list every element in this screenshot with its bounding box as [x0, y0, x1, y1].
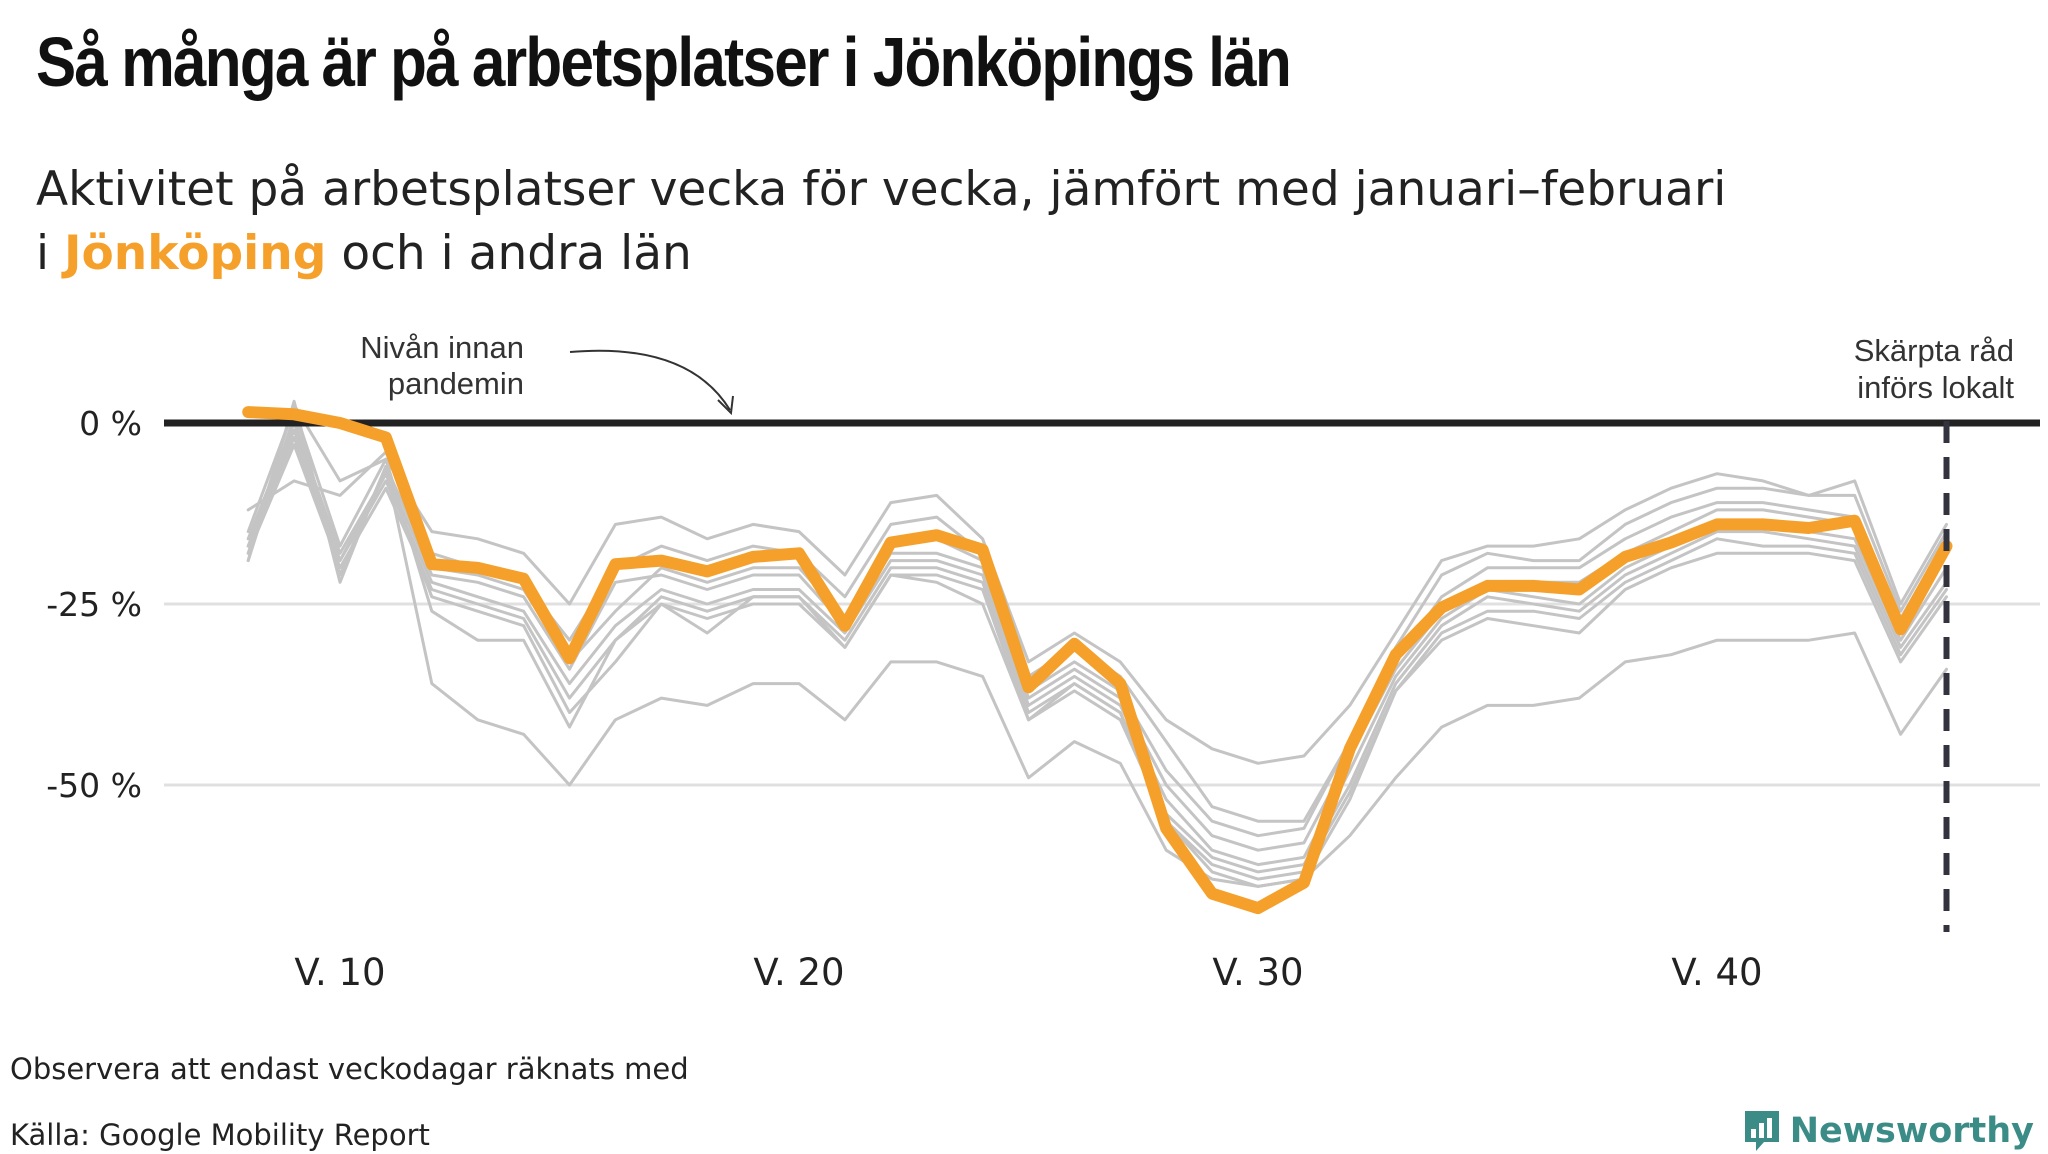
other-county-series [246, 399, 1948, 888]
x-axis-labels: V. 10 V. 20 V. 30 V. 40 [294, 951, 1762, 994]
chart-title: Så många är på arbetsplatser i Jönköping… [36, 23, 1292, 101]
event-annotation-line1: Skärpta råd [1854, 333, 2014, 368]
brand-logo: Newsworthy [1742, 1108, 2034, 1154]
other-series-line [246, 403, 1948, 765]
other-series-line [246, 421, 1948, 852]
x-tick-label: V. 40 [1671, 951, 1762, 994]
other-series-line [246, 399, 1948, 888]
subtitle-highlight: Jönköping [64, 226, 327, 281]
y-tick-label: 0 % [79, 404, 142, 443]
subtitle-prefix: i [36, 226, 64, 281]
highlight-series-group [242, 406, 1953, 915]
brand-name: Newsworthy [1789, 1111, 2034, 1151]
baseline-annotation-line2: pandemin [388, 366, 524, 401]
y-tick-label: -50 % [46, 766, 142, 805]
source-credit: Källa: Google Mobility Report [10, 1118, 430, 1152]
event-annotation: Skärpta råd införs lokalt [1854, 333, 2015, 405]
highlight-series-line [242, 406, 1953, 915]
event-annotation-line2: införs lokalt [1857, 370, 2014, 405]
other-series-line [246, 414, 1948, 838]
other-series-line [246, 428, 1948, 881]
footnote: Observera att endast veckodagar räknats … [10, 1052, 689, 1086]
x-tick-label: V. 30 [1212, 951, 1303, 994]
annotation-arrow-line [569, 349, 731, 411]
subtitle-line1: Aktivitet på arbetsplatser vecka för vec… [36, 162, 1727, 217]
other-series-line [246, 436, 1948, 867]
other-series-line [246, 450, 1948, 823]
x-tick-label: V. 20 [753, 951, 844, 994]
y-axis-labels: 0 % -25 % -50 % [46, 404, 142, 805]
annotation-arrow-head [717, 395, 734, 416]
subtitle-suffix: och i andra län [326, 226, 692, 281]
baseline-annotation-line1: Nivån innan [360, 330, 524, 365]
y-tick-label: -25 % [46, 585, 142, 624]
chart-subtitle: Aktivitet på arbetsplatser vecka för vec… [36, 158, 1996, 286]
newsworthy-logo-icon [1744, 1111, 1779, 1151]
other-series-line [246, 407, 1948, 888]
baseline-annotation: Nivån innan pandemin [360, 330, 734, 416]
x-tick-label: V. 10 [294, 951, 385, 994]
